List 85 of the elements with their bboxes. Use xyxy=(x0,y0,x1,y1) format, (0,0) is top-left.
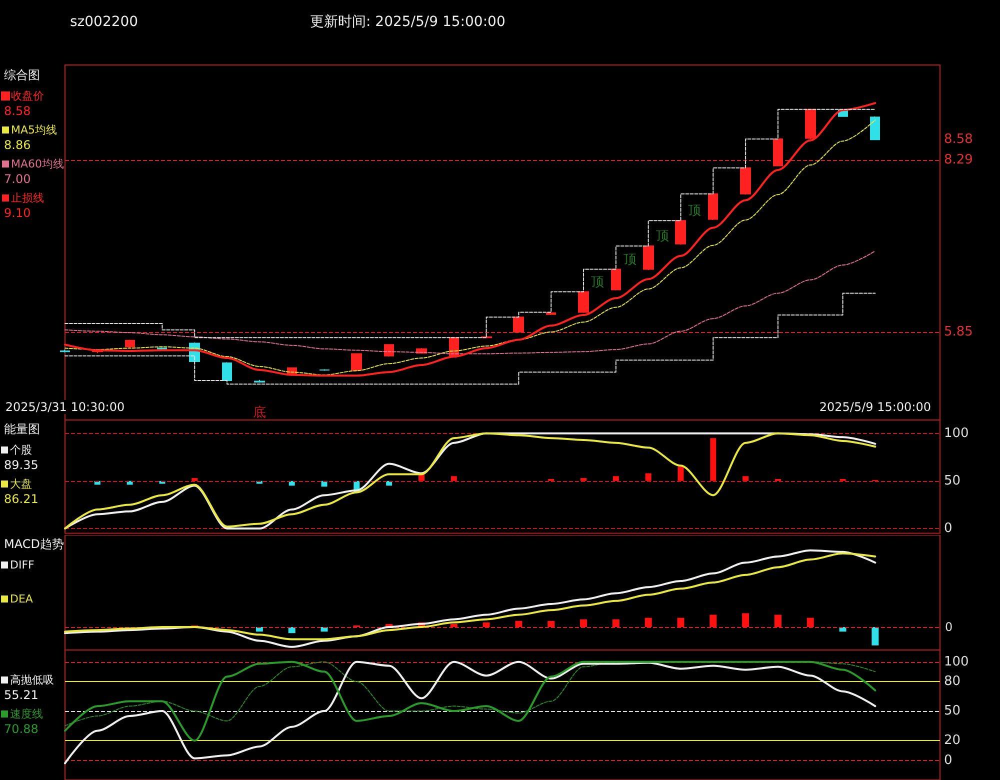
y-tick-label: 50 xyxy=(944,473,961,488)
y-tick-label: 8.58 xyxy=(944,132,973,148)
candlestick xyxy=(675,220,686,246)
y-tick-label: 8.29 xyxy=(944,152,973,168)
bar xyxy=(192,478,198,481)
bar xyxy=(450,624,458,627)
candlestick xyxy=(805,108,816,140)
line-series xyxy=(64,660,876,742)
text: 顶 xyxy=(688,204,702,219)
text: 8.86 xyxy=(4,138,31,152)
candlestick xyxy=(513,316,524,334)
chart-title: sz002200 xyxy=(70,14,138,30)
candlestick xyxy=(611,268,621,291)
candlestick xyxy=(319,368,330,372)
line-series xyxy=(64,660,876,764)
text: 9.10 xyxy=(4,206,31,220)
candlestick xyxy=(773,138,783,167)
bar xyxy=(742,476,749,481)
text: 55.21 xyxy=(4,688,38,702)
bar xyxy=(710,438,716,481)
bar xyxy=(678,466,684,481)
bar xyxy=(644,618,652,627)
bar xyxy=(806,618,814,627)
candlestick xyxy=(125,339,135,348)
line-series xyxy=(64,250,876,354)
candlestick xyxy=(870,116,880,140)
legend-label: DEA xyxy=(10,592,34,606)
text: 8.58 xyxy=(4,104,31,118)
y-tick-label: 0 xyxy=(944,752,952,768)
candlestick xyxy=(740,167,751,196)
legend-label: 止损线 xyxy=(11,192,44,204)
bar xyxy=(872,627,879,646)
text: 顶 xyxy=(623,252,636,268)
candlestick xyxy=(222,362,232,382)
y-tick-label: 0 xyxy=(944,521,952,536)
line-series xyxy=(64,432,876,530)
bar xyxy=(612,619,620,627)
y-tick-label: 50 xyxy=(944,704,961,719)
candlestick xyxy=(254,379,265,384)
bar xyxy=(774,614,782,627)
bar xyxy=(580,478,587,481)
bar xyxy=(677,618,684,627)
legend-label: 收盘价 xyxy=(11,90,44,102)
legend-label: 大盘 xyxy=(10,478,32,490)
y-tick-label: 5.85 xyxy=(944,324,973,340)
bar xyxy=(548,620,555,627)
candlestick xyxy=(578,291,589,314)
text: 顶 xyxy=(656,229,669,244)
bar xyxy=(482,622,490,627)
bar xyxy=(710,614,717,627)
candlestick xyxy=(60,349,70,353)
y-tick-label: 100 xyxy=(944,426,969,441)
candlestick xyxy=(643,246,654,270)
text: 底 xyxy=(252,406,266,421)
chart-subtitle: 更新时间: 2025/5/9 15:00:00 xyxy=(310,14,506,30)
x-tick-label: 2025/3/31 10:30:00 xyxy=(5,400,125,414)
text: 86.21 xyxy=(4,492,38,506)
bar xyxy=(515,620,522,627)
candlestick xyxy=(351,353,362,372)
legend-label: MA5均线 xyxy=(11,124,58,136)
y-tick-label: 100 xyxy=(944,654,969,670)
bar xyxy=(580,619,588,627)
text: 顶 xyxy=(591,274,604,290)
candlestick xyxy=(384,344,394,358)
text: 7.00 xyxy=(4,172,31,186)
x-tick-label: 2025/5/9 15:00:00 xyxy=(819,400,931,414)
bar xyxy=(450,476,457,481)
legend-title: MACD趋势 xyxy=(4,537,64,551)
candlestick xyxy=(157,346,167,350)
legend-title: 综合图 xyxy=(4,68,40,82)
candlestick xyxy=(708,193,718,220)
bar xyxy=(645,473,652,481)
bar xyxy=(612,476,619,481)
legend-label: DIFF xyxy=(10,558,34,572)
text: 70.88 xyxy=(4,722,38,736)
legend-label: 个股 xyxy=(10,444,32,456)
y-tick-label: 80 xyxy=(944,674,961,690)
text: 89.35 xyxy=(4,458,38,472)
legend-label: 速度线 xyxy=(10,708,43,720)
legend-title: 能量图 xyxy=(4,422,40,436)
candlestick xyxy=(546,312,556,316)
legend-label: 高抛低吸 xyxy=(10,674,54,686)
y-tick-label: 20 xyxy=(944,733,961,748)
legend-label: MA60均线 xyxy=(11,158,64,170)
bar xyxy=(742,613,750,627)
